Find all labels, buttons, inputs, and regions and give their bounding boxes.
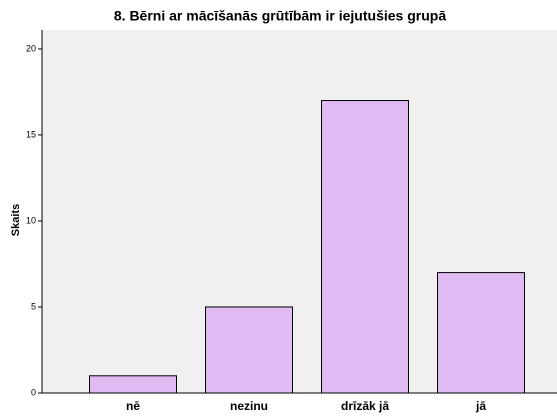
bar [89,375,177,394]
x-tick-label: drīzāk jā [341,399,389,413]
bar [205,306,293,394]
chart-title: 8. Bērni ar mācīšanās grūtībām ir iejutu… [114,8,446,24]
y-tick-label: 10 [26,215,36,225]
bar [321,100,409,394]
y-tick-label: 20 [26,43,36,53]
x-tick-label: nezinu [230,399,268,413]
y-tick-label: 15 [26,129,36,139]
y-tick-label: 5 [31,301,36,311]
x-tick-label: jā [475,399,486,413]
y-tick-label: 0 [31,387,36,397]
x-tick-label: nē [126,399,140,413]
y-axis-label: Skaits [10,204,22,236]
bar [437,272,525,394]
